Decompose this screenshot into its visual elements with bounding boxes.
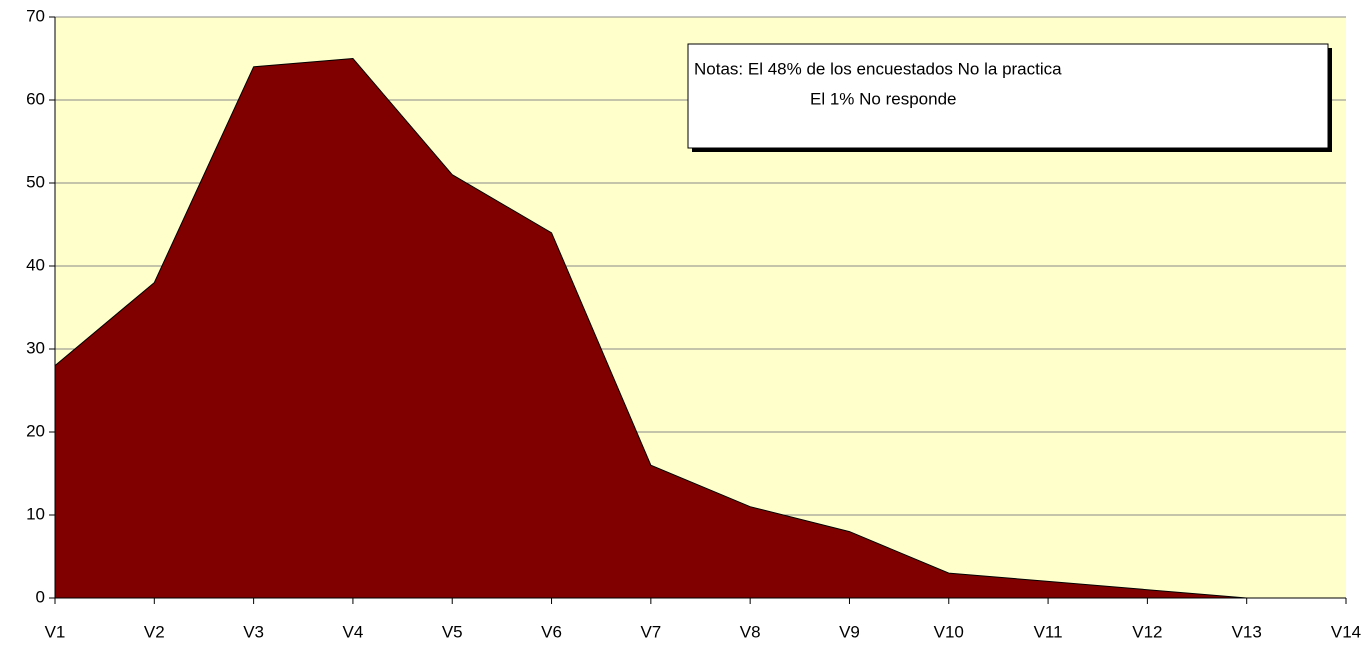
x-tick-label: V7: [640, 622, 661, 641]
x-tick-label: V3: [243, 622, 264, 641]
x-tick-label: V6: [541, 622, 562, 641]
x-tick-label: V14: [1331, 622, 1361, 641]
y-tick-label: 40: [26, 255, 45, 274]
y-tick-label: 10: [26, 504, 45, 523]
annotation-text: Notas: El 48% de los encuestados No la p…: [694, 59, 1062, 78]
x-tick-label: V1: [45, 622, 66, 641]
annotation-box: Notas: El 48% de los encuestados No la p…: [687, 43, 1332, 152]
axes: 0 10 20 30 40 50 60 70 V1 V2 V3 V4 V5 V6 V7 V8 V9 V10 V11 V…: [26, 6, 1361, 641]
x-tick-label: V13: [1232, 622, 1262, 641]
y-tick-label: 50: [26, 172, 45, 191]
x-tick-label: V5: [442, 622, 463, 641]
y-tick-label: 0: [36, 587, 45, 606]
y-tick-label: 70: [26, 6, 45, 25]
x-tick-label: V11: [1034, 622, 1063, 641]
x-tick-label: V2: [144, 622, 165, 641]
y-tick-label: 30: [26, 338, 45, 357]
annotation-frame: [687, 43, 1329, 149]
x-tick-label: V10: [934, 622, 964, 641]
x-tick-label: V12: [1132, 622, 1162, 641]
y-tick-label: 60: [26, 89, 45, 108]
x-tick-label: V9: [839, 622, 860, 641]
annotation-text: El 1% No responde: [810, 89, 956, 108]
y-tick-label: 20: [26, 421, 45, 440]
x-tick-label: V4: [343, 622, 364, 641]
x-tick-label: V8: [740, 622, 761, 641]
